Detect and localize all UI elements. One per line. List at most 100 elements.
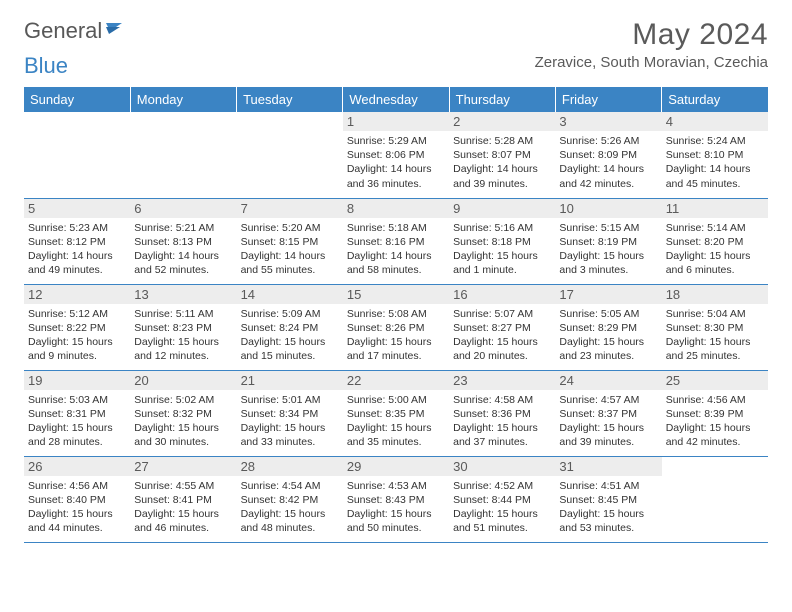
daylight-text: Daylight: 15 hours and 3 minutes. bbox=[559, 249, 657, 277]
daylight-text: Daylight: 15 hours and 46 minutes. bbox=[134, 507, 232, 535]
sunrise-text: Sunrise: 5:02 AM bbox=[134, 393, 232, 407]
daylight-text: Daylight: 15 hours and 30 minutes. bbox=[134, 421, 232, 449]
daylight-text: Daylight: 15 hours and 20 minutes. bbox=[453, 335, 551, 363]
day-details: Sunrise: 4:52 AMSunset: 8:44 PMDaylight:… bbox=[453, 479, 551, 536]
day-details: Sunrise: 5:04 AMSunset: 8:30 PMDaylight:… bbox=[666, 307, 764, 364]
calendar-head: SundayMondayTuesdayWednesdayThursdayFrid… bbox=[24, 87, 768, 112]
day-number: 8 bbox=[343, 199, 449, 218]
day-number: 23 bbox=[449, 371, 555, 390]
day-number: 2 bbox=[449, 112, 555, 131]
weekday-header: Friday bbox=[555, 87, 661, 112]
calendar-day-cell: 11Sunrise: 5:14 AMSunset: 8:20 PMDayligh… bbox=[662, 198, 768, 284]
daylight-text: Daylight: 14 hours and 42 minutes. bbox=[559, 162, 657, 190]
day-details: Sunrise: 5:28 AMSunset: 8:07 PMDaylight:… bbox=[453, 134, 551, 191]
day-details: Sunrise: 5:20 AMSunset: 8:15 PMDaylight:… bbox=[241, 221, 339, 278]
calendar-day-cell: 19Sunrise: 5:03 AMSunset: 8:31 PMDayligh… bbox=[24, 370, 130, 456]
weekday-header: Thursday bbox=[449, 87, 555, 112]
sunset-text: Sunset: 8:41 PM bbox=[134, 493, 232, 507]
sunset-text: Sunset: 8:27 PM bbox=[453, 321, 551, 335]
sunrise-text: Sunrise: 4:58 AM bbox=[453, 393, 551, 407]
sunset-text: Sunset: 8:09 PM bbox=[559, 148, 657, 162]
sunrise-text: Sunrise: 4:52 AM bbox=[453, 479, 551, 493]
day-details: Sunrise: 5:18 AMSunset: 8:16 PMDaylight:… bbox=[347, 221, 445, 278]
day-details: Sunrise: 5:08 AMSunset: 8:26 PMDaylight:… bbox=[347, 307, 445, 364]
day-number: 30 bbox=[449, 457, 555, 476]
calendar-day-cell: 2 Sunrise: 5:28 AMSunset: 8:07 PMDaylight… bbox=[449, 112, 555, 198]
sunset-text: Sunset: 8:31 PM bbox=[28, 407, 126, 421]
calendar-week-row: 1Sunrise: 5:29 AMSunset: 8:06 PMDaylight… bbox=[24, 112, 768, 198]
sunrise-text: Sunrise: 4:51 AM bbox=[559, 479, 657, 493]
day-details: Sunrise: 5:03 AMSunset: 8:31 PMDaylight:… bbox=[28, 393, 126, 450]
sunset-text: Sunset: 8:37 PM bbox=[559, 407, 657, 421]
calendar-day-cell: 15Sunrise: 5:08 AMSunset: 8:26 PMDayligh… bbox=[343, 284, 449, 370]
day-number: 13 bbox=[130, 285, 236, 304]
sunrise-text: Sunrise: 5:15 AM bbox=[559, 221, 657, 235]
sunrise-text: Sunrise: 5:11 AM bbox=[134, 307, 232, 321]
sunset-text: Sunset: 8:44 PM bbox=[453, 493, 551, 507]
sunset-text: Sunset: 8:42 PM bbox=[241, 493, 339, 507]
calendar-day-cell: 20Sunrise: 5:02 AMSunset: 8:32 PMDayligh… bbox=[130, 370, 236, 456]
sunrise-text: Sunrise: 5:20 AM bbox=[241, 221, 339, 235]
calendar-day-cell: 21 Sunrise: 5:01 AMSunset: 8:34 PMDayligh… bbox=[237, 370, 343, 456]
sunset-text: Sunset: 8:29 PM bbox=[559, 321, 657, 335]
sunset-text: Sunset: 8:30 PM bbox=[666, 321, 764, 335]
sunset-text: Sunset: 8:23 PM bbox=[134, 321, 232, 335]
calendar-week-row: 19Sunrise: 5:03 AMSunset: 8:31 PMDayligh… bbox=[24, 370, 768, 456]
sunrise-text: Sunrise: 4:53 AM bbox=[347, 479, 445, 493]
sunset-text: Sunset: 8:26 PM bbox=[347, 321, 445, 335]
sunrise-text: Sunrise: 4:57 AM bbox=[559, 393, 657, 407]
sunset-text: Sunset: 8:32 PM bbox=[134, 407, 232, 421]
daylight-text: Daylight: 15 hours and 28 minutes. bbox=[28, 421, 126, 449]
daylight-text: Daylight: 14 hours and 39 minutes. bbox=[453, 162, 551, 190]
title-block: May 2024 Zeravice, South Moravian, Czech… bbox=[535, 18, 768, 71]
daylight-text: Daylight: 15 hours and 25 minutes. bbox=[666, 335, 764, 363]
day-number: 12 bbox=[24, 285, 130, 304]
day-number: 10 bbox=[555, 199, 661, 218]
daylight-text: Daylight: 15 hours and 15 minutes. bbox=[241, 335, 339, 363]
calendar-day-cell: 17Sunrise: 5:05 AMSunset: 8:29 PMDayligh… bbox=[555, 284, 661, 370]
calendar-day-cell: 18 Sunrise: 5:04 AMSunset: 8:30 PMDayligh… bbox=[662, 284, 768, 370]
day-details: Sunrise: 5:26 AMSunset: 8:09 PMDaylight:… bbox=[559, 134, 657, 191]
daylight-text: Daylight: 14 hours and 49 minutes. bbox=[28, 249, 126, 277]
day-details: Sunrise: 5:01 AMSunset: 8:34 PMDaylight:… bbox=[241, 393, 339, 450]
day-details: Sunrise: 4:56 AMSunset: 8:39 PMDaylight:… bbox=[666, 393, 764, 450]
day-details: Sunrise: 4:51 AMSunset: 8:45 PMDaylight:… bbox=[559, 479, 657, 536]
sunset-text: Sunset: 8:24 PM bbox=[241, 321, 339, 335]
sunrise-text: Sunrise: 5:09 AM bbox=[241, 307, 339, 321]
sunset-text: Sunset: 8:36 PM bbox=[453, 407, 551, 421]
sunset-text: Sunset: 8:15 PM bbox=[241, 235, 339, 249]
day-details: Sunrise: 5:09 AMSunset: 8:24 PMDaylight:… bbox=[241, 307, 339, 364]
day-number: 21 bbox=[237, 371, 343, 390]
daylight-text: Daylight: 14 hours and 58 minutes. bbox=[347, 249, 445, 277]
day-details: Sunrise: 4:57 AMSunset: 8:37 PMDaylight:… bbox=[559, 393, 657, 450]
calendar-day-cell: 5Sunrise: 5:23 AMSunset: 8:12 PMDaylight… bbox=[24, 198, 130, 284]
day-details: Sunrise: 4:58 AMSunset: 8:36 PMDaylight:… bbox=[453, 393, 551, 450]
day-details: Sunrise: 4:54 AMSunset: 8:42 PMDaylight:… bbox=[241, 479, 339, 536]
weekday-header: Sunday bbox=[24, 87, 130, 112]
daylight-text: Daylight: 15 hours and 9 minutes. bbox=[28, 335, 126, 363]
sunrise-text: Sunrise: 4:54 AM bbox=[241, 479, 339, 493]
day-details: Sunrise: 5:16 AMSunset: 8:18 PMDaylight:… bbox=[453, 221, 551, 278]
daylight-text: Daylight: 15 hours and 53 minutes. bbox=[559, 507, 657, 535]
daylight-text: Daylight: 15 hours and 6 minutes. bbox=[666, 249, 764, 277]
day-details: Sunrise: 4:55 AMSunset: 8:41 PMDaylight:… bbox=[134, 479, 232, 536]
day-number: 16 bbox=[449, 285, 555, 304]
calendar-day-cell: 1Sunrise: 5:29 AMSunset: 8:06 PMDaylight… bbox=[343, 112, 449, 198]
calendar-day-cell: 6Sunrise: 5:21 AMSunset: 8:13 PMDaylight… bbox=[130, 198, 236, 284]
day-number: 3 bbox=[555, 112, 661, 131]
day-number: 18 bbox=[662, 285, 768, 304]
calendar-day-cell: 29Sunrise: 4:53 AMSunset: 8:43 PMDayligh… bbox=[343, 456, 449, 542]
calendar-day-cell: 22Sunrise: 5:00 AMSunset: 8:35 PMDayligh… bbox=[343, 370, 449, 456]
day-details: Sunrise: 5:07 AMSunset: 8:27 PMDaylight:… bbox=[453, 307, 551, 364]
day-number: 24 bbox=[555, 371, 661, 390]
daylight-text: Daylight: 15 hours and 37 minutes. bbox=[453, 421, 551, 449]
daylight-text: Daylight: 15 hours and 23 minutes. bbox=[559, 335, 657, 363]
sunset-text: Sunset: 8:35 PM bbox=[347, 407, 445, 421]
daylight-text: Daylight: 15 hours and 33 minutes. bbox=[241, 421, 339, 449]
sunset-text: Sunset: 8:13 PM bbox=[134, 235, 232, 249]
calendar-day-cell: 31Sunrise: 4:51 AMSunset: 8:45 PMDayligh… bbox=[555, 456, 661, 542]
sunrise-text: Sunrise: 4:56 AM bbox=[28, 479, 126, 493]
calendar-day-cell: 8 Sunrise: 5:18 AMSunset: 8:16 PMDaylight… bbox=[343, 198, 449, 284]
calendar-day-cell: 13Sunrise: 5:11 AMSunset: 8:23 PMDayligh… bbox=[130, 284, 236, 370]
day-details: Sunrise: 5:21 AMSunset: 8:13 PMDaylight:… bbox=[134, 221, 232, 278]
